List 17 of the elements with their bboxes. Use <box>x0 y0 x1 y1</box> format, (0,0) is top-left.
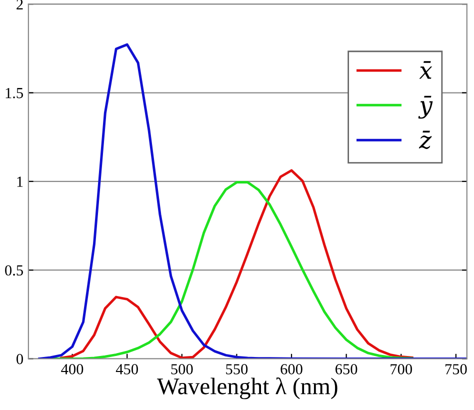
x-tick-label: 450 <box>116 364 138 374</box>
x-tick-label: 400 <box>61 364 84 374</box>
x-axis-title: Wavelenght λ (nm) <box>157 377 338 400</box>
x-tick-label: 750 <box>445 364 467 374</box>
x-tick-label: 500 <box>171 364 193 374</box>
x-tick-label: 550 <box>226 364 248 374</box>
legend-label: ȳ <box>418 96 433 119</box>
y-tick-label: 1.5 <box>6 88 23 98</box>
line-series <box>38 43 467 359</box>
legend-label: x̄ <box>419 61 432 79</box>
y-tick-label: 1 <box>17 176 23 187</box>
x-tick-label: 600 <box>280 364 302 374</box>
y-tick-label: 0 <box>16 354 23 364</box>
y-tick-label: 0.5 <box>5 265 23 276</box>
legend-label: z̄ <box>418 130 432 150</box>
x-tick-label: 700 <box>390 364 412 374</box>
x-tick-label: 650 <box>336 364 358 374</box>
